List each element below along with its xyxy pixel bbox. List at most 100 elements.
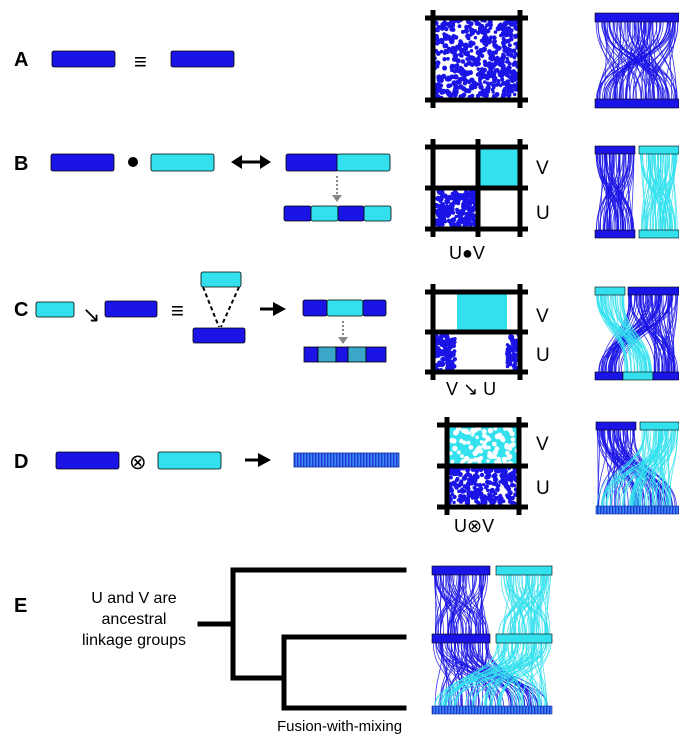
dot-point: [444, 27, 449, 32]
dot-point: [457, 24, 462, 29]
synteny-link: [440, 642, 505, 707]
mixed-chromosome: [303, 346, 387, 363]
dot-point: [491, 489, 496, 494]
dot-point: [442, 20, 448, 26]
mixing-symbol: ⊗: [129, 451, 147, 474]
synteny-link: [603, 153, 611, 231]
synteny-link: [630, 429, 640, 507]
dot-point: [436, 51, 441, 56]
dot-point: [445, 197, 449, 201]
note-line-3: linkage groups: [82, 632, 186, 649]
dot-point: [441, 73, 447, 79]
dot-point: [499, 72, 505, 79]
dot-point: [498, 22, 504, 28]
dot-point: [453, 482, 459, 489]
synteny-link: [606, 429, 668, 507]
synteny-link: [638, 429, 678, 507]
dot-point: [507, 47, 513, 54]
dot-point: [434, 218, 440, 224]
synteny-link: [651, 21, 679, 100]
phylogenetic-tree: [197, 567, 407, 711]
synteny-link: [455, 642, 537, 707]
synteny-link: [643, 429, 677, 507]
dot-point: [504, 484, 509, 490]
dot-point: [457, 193, 462, 197]
synteny-link: [496, 642, 552, 707]
dot-point: [453, 429, 460, 435]
dot-point: [501, 456, 508, 463]
synteny-link: [442, 642, 514, 707]
dotplot-b-v-block: [478, 145, 522, 187]
chromosome-v: [35, 301, 75, 318]
dot-point: [467, 192, 471, 197]
caption-fusion-with-mixing: Fusion-with-mixing: [277, 718, 402, 735]
dot-point: [445, 88, 450, 93]
synteny-link: [502, 574, 528, 635]
synteny-link: [616, 294, 642, 373]
caption-u-mix-v: U⊗V: [454, 516, 494, 536]
dot-point: [510, 482, 515, 488]
dot-point: [473, 478, 478, 483]
dot-point: [493, 30, 498, 34]
dot-point: [503, 71, 509, 76]
dot-point: [435, 353, 441, 358]
synteny-link: [527, 574, 546, 635]
synteny-link: [619, 153, 624, 231]
inserted-chromosome: [302, 299, 387, 317]
dot-point: [509, 36, 514, 42]
dot-point: [487, 49, 492, 54]
dot-point: [443, 339, 449, 345]
dot-point: [441, 350, 446, 355]
synteny-link: [443, 642, 526, 707]
dot-point: [471, 433, 475, 437]
dot-point: [479, 67, 485, 72]
synteny-link: [546, 574, 549, 635]
dotplot-a: [425, 10, 528, 108]
dot-point: [457, 468, 461, 473]
dot-point: [443, 51, 447, 55]
synteny-link: [625, 153, 635, 231]
dot-point: [463, 62, 469, 68]
dot-point: [506, 59, 510, 64]
synteny-link: [641, 294, 660, 373]
synteny-link: [613, 153, 621, 231]
synteny-link: [469, 642, 536, 707]
dot-point: [508, 52, 514, 58]
dot-point: [467, 43, 473, 48]
dot-point: [510, 442, 516, 447]
synteny-link: [511, 642, 524, 707]
dot-point: [469, 216, 475, 222]
dot-point: [486, 475, 491, 480]
synteny-link: [601, 153, 619, 231]
dot-point: [439, 89, 445, 95]
dot-point: [465, 482, 470, 487]
synteny-link: [605, 429, 646, 507]
dot-point: [489, 74, 493, 79]
synteny-link: [646, 153, 659, 231]
dot-point: [446, 91, 453, 98]
dot-point: [495, 487, 500, 493]
axis-label-u: U: [536, 345, 550, 366]
dot-point: [439, 194, 444, 199]
synteny-link: [614, 429, 665, 507]
dot-point: [507, 490, 513, 496]
dotplot-d-grid: [437, 417, 528, 515]
dot-point: [437, 197, 442, 202]
synteny-link: [642, 294, 674, 373]
synteny-link: [641, 153, 678, 231]
dot-point: [508, 447, 512, 451]
dot-point: [457, 489, 461, 494]
synteny-link: [497, 642, 520, 707]
dot-point: [509, 88, 515, 94]
dot-point: [475, 435, 479, 440]
panel-c: C ↘ ≡: [14, 271, 679, 399]
dot-point: [471, 194, 477, 199]
dot-point: [456, 222, 462, 228]
dot-point: [498, 493, 503, 498]
synteny-link: [531, 574, 543, 635]
dot-point: [488, 469, 492, 474]
dot-point: [509, 334, 515, 340]
dot-point: [476, 30, 481, 35]
dot-point: [473, 495, 478, 500]
